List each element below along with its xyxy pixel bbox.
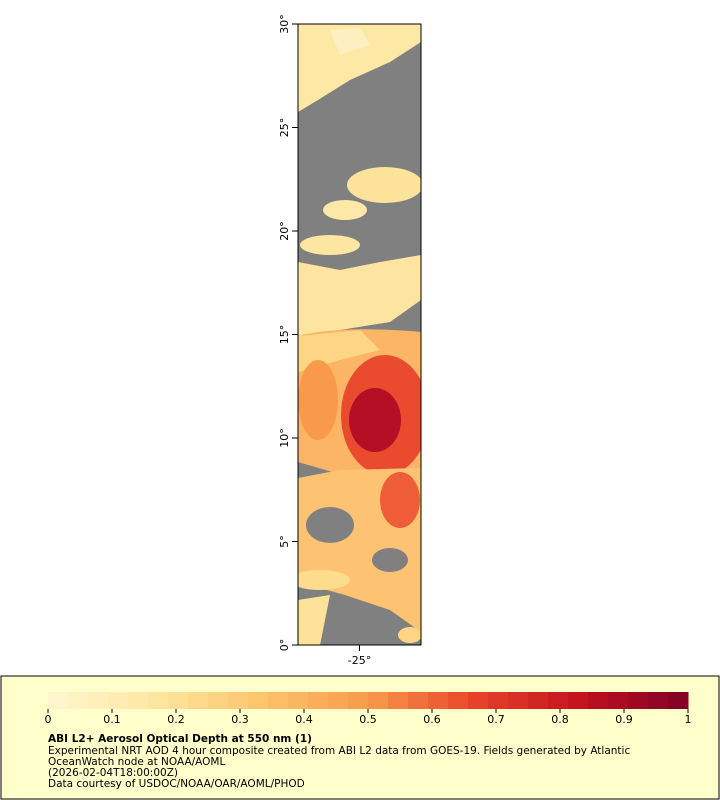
colorbar-swatch <box>628 692 649 709</box>
colorbar-swatch <box>448 692 469 709</box>
colorbar-tick-label: 1 <box>685 713 692 726</box>
colorbar-tick-label: 0.1 <box>103 713 121 726</box>
colorbar-tick-label: 0.3 <box>231 713 249 726</box>
colorbar-swatch <box>108 692 129 709</box>
colorbar-swatch <box>248 692 269 709</box>
colorbar-tick-label: 0 <box>45 713 52 726</box>
colorbar-swatch <box>328 692 349 709</box>
colorbar-swatch <box>408 692 429 709</box>
colorbar-swatch <box>228 692 249 709</box>
colorbar-swatch <box>668 692 689 709</box>
colorbar-swatch <box>48 692 69 709</box>
y-tick-label: 15° <box>278 325 291 345</box>
colorbar-tick-label: 0.4 <box>295 713 313 726</box>
y-tick-label: 30° <box>278 14 291 34</box>
y-tick-label: 20° <box>278 221 291 241</box>
colorbar-swatch <box>428 692 449 709</box>
colorbar-tick-label: 0.8 <box>551 713 569 726</box>
colorbar-swatch <box>548 692 569 709</box>
colorbar-tick-label: 0.6 <box>423 713 441 726</box>
colorbar-swatch <box>128 692 149 709</box>
x-tick-label: -25° <box>348 654 371 667</box>
colorbar-swatch <box>208 692 229 709</box>
colorbar-swatch <box>68 692 89 709</box>
colorbar-swatch <box>648 692 669 709</box>
colorbar-swatch <box>588 692 609 709</box>
legend-description: Experimental NRT AOD 4 hour composite cr… <box>48 745 630 757</box>
aod-raster <box>298 24 421 645</box>
colorbar-tick-label: 0.2 <box>167 713 185 726</box>
colorbar-swatch <box>308 692 329 709</box>
colorbar-swatch <box>568 692 589 709</box>
y-tick-label: 5° <box>278 535 291 548</box>
colorbar-swatch <box>528 692 549 709</box>
legend-description: (2026-02-04T18:00:00Z) <box>48 767 178 779</box>
legend-description: OceanWatch node at NOAA/AOML <box>48 756 225 768</box>
colorbar-tick-label: 0.7 <box>487 713 505 726</box>
colorbar-swatch <box>348 692 369 709</box>
colorbar-swatch <box>188 692 209 709</box>
colorbar-swatch <box>608 692 629 709</box>
colorbar-swatch <box>368 692 389 709</box>
colorbar-tick-label: 0.5 <box>359 713 377 726</box>
legend-description: Data courtesy of USDOC/NOAA/OAR/AOML/PHO… <box>48 778 305 790</box>
y-tick-label: 0° <box>278 639 291 652</box>
colorbar-swatch <box>148 692 169 709</box>
colorbar-swatch <box>88 692 109 709</box>
colorbar-swatch <box>268 692 289 709</box>
y-tick-label: 10° <box>278 428 291 448</box>
colorbar-swatch <box>468 692 489 709</box>
colorbar-swatch <box>508 692 529 709</box>
colorbar-swatch <box>168 692 189 709</box>
y-tick-label: 25° <box>278 118 291 138</box>
colorbar-tick-label: 0.9 <box>615 713 633 726</box>
colorbar-swatch <box>388 692 409 709</box>
colorbar-swatch <box>488 692 509 709</box>
colorbar-swatch <box>288 692 309 709</box>
legend-title: ABI L2+ Aerosol Optical Depth at 550 nm … <box>48 733 312 745</box>
